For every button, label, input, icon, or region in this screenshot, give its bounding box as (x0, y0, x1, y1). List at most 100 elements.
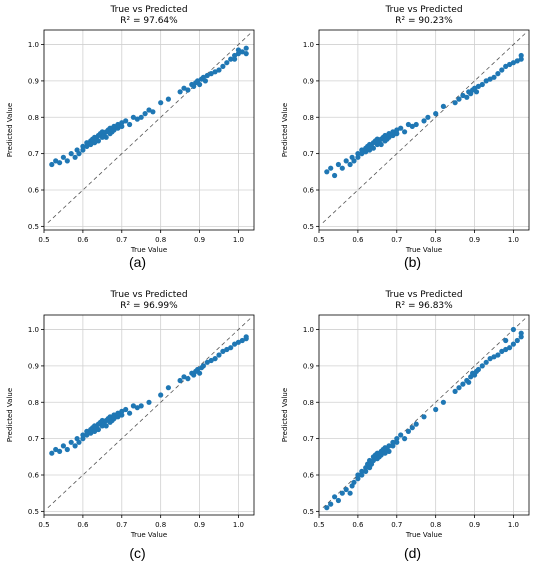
data-point (452, 388, 458, 394)
data-point (95, 138, 101, 144)
data-point (235, 339, 241, 345)
data-point (339, 490, 345, 496)
data-point (363, 468, 369, 474)
x-tick-label: 1.0 (508, 521, 519, 529)
y-tick-label: 1.0 (28, 326, 39, 334)
plot-frame (318, 314, 530, 516)
data-point (177, 89, 183, 95)
data-point (503, 346, 509, 353)
data-point (332, 494, 338, 500)
chart-panel-d: True vs Predicted R² = 96.83% 0.5 0.6 0.7 0.8… (275, 285, 550, 570)
y-tick-label: 0.7 (303, 435, 314, 443)
y-tick-label: 0.7 (303, 150, 314, 158)
x-tick-label: 0.6 (352, 236, 364, 244)
data-point (503, 337, 509, 344)
data-point (220, 63, 226, 69)
x-axis-label: True Value (405, 246, 442, 254)
data-point (158, 100, 164, 106)
data-point (390, 129, 396, 135)
data-point (88, 141, 94, 148)
data-point (347, 490, 353, 496)
data-point (103, 134, 109, 140)
data-point (510, 341, 516, 347)
data-point (491, 74, 497, 80)
data-point (130, 114, 136, 120)
data-point (359, 472, 365, 478)
y-tick-label: 0.7 (28, 150, 39, 158)
data-point (142, 111, 148, 117)
data-point (232, 56, 238, 62)
data-point (518, 330, 524, 336)
data-point (181, 85, 187, 91)
data-point (138, 114, 144, 120)
data-point (224, 346, 230, 353)
data-point (394, 436, 400, 442)
chart-title: True vs Predicted (109, 5, 187, 15)
x-tick-label: 0.7 (391, 236, 402, 244)
data-point (460, 381, 466, 387)
y-tick-label: 0.8 (28, 114, 39, 122)
y-tick-label: 0.5 (28, 223, 39, 231)
data-point (204, 359, 210, 365)
data-point (394, 127, 400, 133)
y-tick-label: 0.5 (303, 223, 314, 231)
x-axis-label: True Value (130, 531, 167, 539)
plot-frame (318, 29, 530, 231)
y-axis-label: Predicted Value (6, 388, 14, 442)
data-point (355, 151, 361, 157)
data-point (216, 67, 222, 73)
chart-title: True vs Predicted (384, 5, 462, 15)
data-point (49, 450, 55, 456)
data-point (390, 439, 396, 445)
data-point (72, 443, 78, 449)
data-point (433, 111, 439, 117)
data-point (88, 430, 94, 436)
plot-area (44, 30, 254, 230)
data-point (378, 452, 384, 458)
chart-title: True vs Predicted (384, 290, 462, 300)
data-point (363, 149, 369, 155)
data-point (49, 161, 55, 168)
y-tick-label: 1.0 (303, 41, 314, 49)
data-point (185, 87, 191, 93)
x-tick-label: 0.7 (391, 521, 402, 529)
data-point (507, 345, 513, 351)
data-point (355, 154, 361, 160)
y-tick-label: 1.0 (28, 41, 39, 49)
data-point (80, 143, 86, 149)
data-point (355, 476, 361, 482)
panel-caption-a: (a) (128, 254, 147, 270)
data-point (158, 392, 164, 398)
data-point (409, 123, 415, 129)
data-point (119, 120, 125, 126)
data-point (208, 357, 214, 364)
plot-area (44, 315, 254, 515)
data-point (64, 158, 70, 164)
data-point (115, 125, 121, 131)
data-point (514, 58, 520, 64)
chart-panel-b: True vs Predicted R² = 90.23% 0.5 0.6 0.7 0.8… (275, 0, 550, 285)
data-point (351, 158, 357, 164)
data-point (339, 165, 345, 171)
data-point (202, 78, 208, 84)
y-tick-label: 0.9 (28, 77, 39, 85)
data-point (335, 497, 341, 504)
data-point (483, 359, 489, 365)
data-point (495, 352, 501, 358)
plot-frame (43, 29, 255, 231)
data-point (243, 51, 249, 57)
data-point (473, 89, 480, 95)
data-point (200, 363, 206, 369)
x-tick-label: 0.9 (194, 521, 205, 529)
data-point (413, 421, 419, 427)
data-point (440, 103, 446, 109)
data-point (514, 337, 520, 344)
data-point (421, 414, 427, 420)
data-point (57, 448, 63, 454)
chart-subtitle: R² = 97.64% (120, 16, 178, 26)
x-tick-label: 0.8 (155, 236, 166, 244)
data-point (123, 406, 129, 413)
data-point (239, 337, 245, 344)
